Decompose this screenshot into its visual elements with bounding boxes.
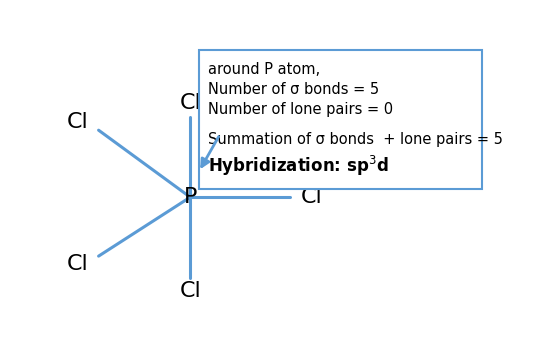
- Text: around P atom,: around P atom,: [208, 62, 320, 77]
- Text: Hybridization: sp$^3$d: Hybridization: sp$^3$d: [208, 154, 389, 179]
- Text: Cl: Cl: [67, 254, 88, 274]
- Text: Number of lone pairs = 0: Number of lone pairs = 0: [208, 102, 393, 117]
- Text: Cl: Cl: [67, 112, 88, 132]
- FancyBboxPatch shape: [199, 50, 482, 189]
- Text: Summation of σ bonds  + lone pairs = 5: Summation of σ bonds + lone pairs = 5: [208, 132, 503, 147]
- Text: Number of σ bonds = 5: Number of σ bonds = 5: [208, 82, 380, 97]
- Text: Cl: Cl: [179, 281, 201, 301]
- Text: Cl: Cl: [301, 187, 323, 207]
- Text: P: P: [184, 187, 197, 207]
- Text: Cl: Cl: [179, 93, 201, 113]
